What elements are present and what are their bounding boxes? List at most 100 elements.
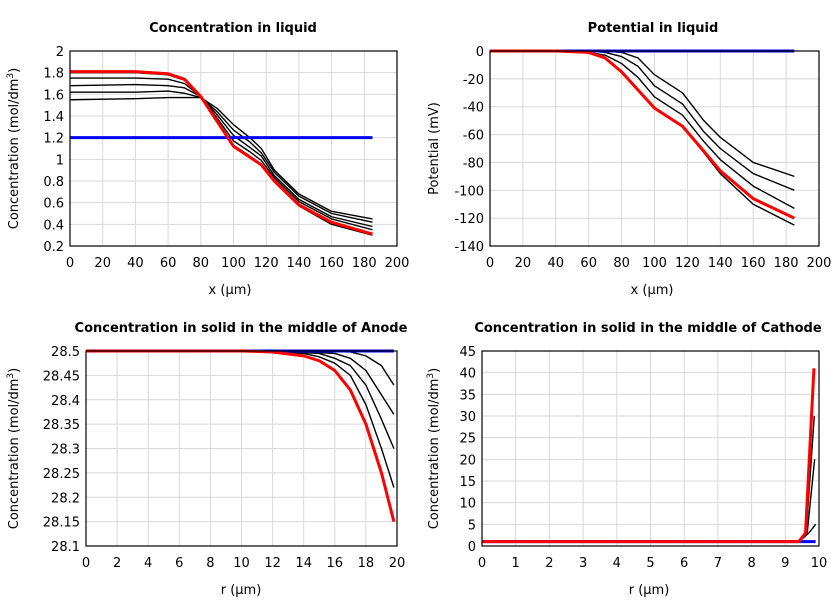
y-tick-label: 5 (468, 518, 476, 533)
series-line-2 (482, 459, 816, 543)
x-tick-label: 120 (675, 256, 700, 271)
x-tick-label: 3 (579, 556, 587, 571)
x-tick-label: 60 (580, 256, 597, 271)
y-tick-label: 35 (459, 388, 476, 403)
subplot-2: 0 20 40 60 80 100 120 140 160 180 200 -140 -120 -100 -… (427, 21, 831, 298)
x-tick-label: 6 (175, 556, 183, 571)
x-tick-label: 180 (352, 256, 377, 271)
y-tick-label: 28.5 (51, 345, 80, 360)
x-tick-label: 7 (714, 556, 722, 571)
y-tick-label: -100 (454, 184, 484, 199)
x-tick-label: 160 (741, 256, 766, 271)
x-tick-label: 2 (113, 556, 121, 571)
y-tick-label: 28.35 (43, 418, 80, 433)
y-tick-label: 1 (56, 153, 64, 168)
y-tick-label: 28.25 (43, 467, 80, 482)
x-tick-label: 20 (515, 256, 532, 271)
y-tick-label: 10 (459, 497, 476, 512)
x-tick-label: 20 (94, 256, 111, 271)
x-tick-label: 4 (613, 556, 621, 571)
y-tick-label: 1.8 (43, 67, 64, 82)
y-axis-label-end: ) (427, 368, 442, 373)
x-tick-label: 6 (680, 556, 688, 571)
chart-title: Concentration in liquid (149, 21, 317, 36)
x-tick-label: 80 (193, 256, 210, 271)
plot-frame (481, 350, 820, 547)
y-axis-label: Potential (mV) (427, 102, 442, 195)
y-axis-label: Concentration (mol/dm3) (426, 368, 442, 530)
chart-title: Concentration in solid in the middle of … (474, 321, 822, 336)
x-tick-label: 80 (613, 256, 630, 271)
y-tick-label: 0.8 (43, 175, 64, 190)
y-tick-label: 28.15 (43, 516, 80, 531)
y-tick-label: 45 (459, 345, 476, 360)
y-tick-label: 0.6 (43, 197, 64, 212)
series-line-7 (70, 70, 373, 236)
y-tick-label: 20 (459, 453, 476, 468)
x-tick-label: 12 (264, 556, 281, 571)
subplot-1: 0 20 40 60 80 100 120 140 160 180 200 0.2 0.4 0.6 0.8 1… (6, 21, 409, 298)
y-axis-label: Concentration (mol/dm3) (6, 368, 22, 530)
y-axis-label-sup: 3 (426, 373, 436, 379)
x-tick-label: 40 (548, 256, 565, 271)
y-axis-label-end: ) (7, 368, 22, 373)
chart-title: Concentration in solid in the middle of … (75, 321, 408, 336)
y-tick-label: 28.3 (51, 443, 80, 458)
x-tick-label: 9 (781, 556, 789, 571)
x-tick-label: 4 (144, 556, 152, 571)
x-tick-label: 140 (708, 256, 733, 271)
y-tick-label: 1.2 (43, 132, 64, 147)
x-tick-label: 16 (327, 556, 344, 571)
x-tick-label: 40 (127, 256, 144, 271)
subplot-3: 0 2 4 6 8 10 12 14 16 18 20 28.1 28.15 28.2 28.25 28.3 2… (6, 321, 408, 598)
y-axis-label-end: ) (7, 68, 22, 73)
series-line-2 (70, 90, 373, 223)
series-line-1 (482, 523, 817, 543)
y-tick-label: -60 (463, 129, 484, 144)
series-line-2 (86, 350, 395, 415)
y-tick-label: 28.1 (51, 540, 80, 555)
x-tick-label: 0 (478, 556, 486, 571)
series-line-6 (490, 49, 795, 220)
y-axis-label-text: Concentration (mol/dm (7, 379, 22, 530)
x-tick-label: 8 (747, 556, 755, 571)
series-line-1 (69, 96, 373, 220)
x-tick-label: 0 (66, 256, 74, 271)
series-line-4 (490, 50, 795, 226)
y-tick-label: 0 (476, 45, 484, 60)
x-tick-label: 10 (233, 556, 250, 571)
y-tick-label: 15 (459, 475, 476, 490)
subplot-4: 0 1 2 3 4 5 6 7 8 9 10051015202530354045Concentrat… (426, 321, 827, 598)
y-tick-label: 0.4 (43, 218, 64, 233)
chart-title: Potential in liquid (588, 21, 719, 36)
x-axis-label: r (µm) (629, 583, 670, 598)
y-tick-label: 28.45 (43, 369, 80, 384)
y-tick-label: 25 (459, 432, 476, 447)
x-tick-label: 100 (221, 256, 246, 271)
x-tick-label: 8 (206, 556, 214, 571)
plot-frame (85, 350, 398, 547)
y-tick-label: -140 (454, 240, 484, 255)
y-tick-label: 28.4 (51, 394, 80, 409)
series-line-4 (86, 350, 395, 488)
y-axis-label-sup: 3 (6, 373, 16, 379)
y-axis-label-text: Potential (mV) (427, 102, 442, 195)
series-line-4 (70, 77, 373, 231)
x-tick-label: 20 (389, 556, 406, 571)
series-line-5 (482, 368, 816, 544)
series-line-1 (490, 50, 795, 178)
y-tick-label: 28.2 (51, 491, 80, 506)
y-tick-label: -40 (463, 101, 484, 116)
series-line-1 (86, 350, 395, 386)
x-tick-label: 14 (295, 556, 312, 571)
x-tick-label: 180 (774, 256, 799, 271)
y-tick-label: 40 (459, 367, 476, 382)
x-tick-label: 120 (254, 256, 279, 271)
x-tick-label: 200 (807, 256, 832, 271)
x-tick-label: 2 (545, 556, 553, 571)
x-axis-label: x (µm) (209, 283, 252, 298)
y-tick-label: 2 (56, 45, 64, 60)
x-tick-label: 5 (646, 556, 654, 571)
series-line-6 (86, 349, 396, 522)
